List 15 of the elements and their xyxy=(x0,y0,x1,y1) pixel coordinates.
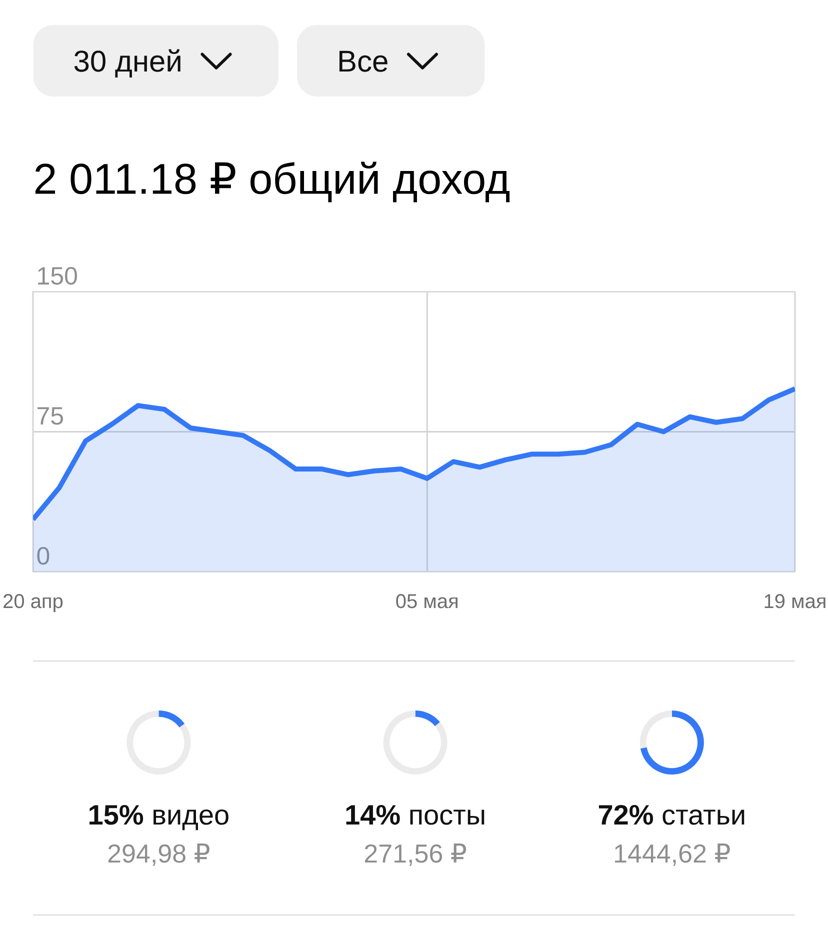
chart-title: 2 011.18 ₽ общий доход xyxy=(35,162,510,202)
x-tick-label: 20 апр xyxy=(4,594,63,612)
x-tick-label: 19 мая xyxy=(764,594,826,608)
text: 15% видео xyxy=(90,805,228,830)
text: 294,98 ₽ xyxy=(108,844,210,866)
y-tick-label: 150 xyxy=(38,266,77,285)
y-tick-label: 0 xyxy=(37,546,50,565)
text: 1444,62 ₽ xyxy=(615,844,730,866)
x-tick-label: 05 мая xyxy=(396,594,458,608)
text: 72% статьи xyxy=(598,804,744,825)
text: 14% посты xyxy=(346,805,484,825)
y-tick-label: 75 xyxy=(38,407,64,425)
text: 271,56 ₽ xyxy=(364,844,466,866)
text: 30 дней xyxy=(74,49,180,78)
text: Все xyxy=(339,50,388,72)
